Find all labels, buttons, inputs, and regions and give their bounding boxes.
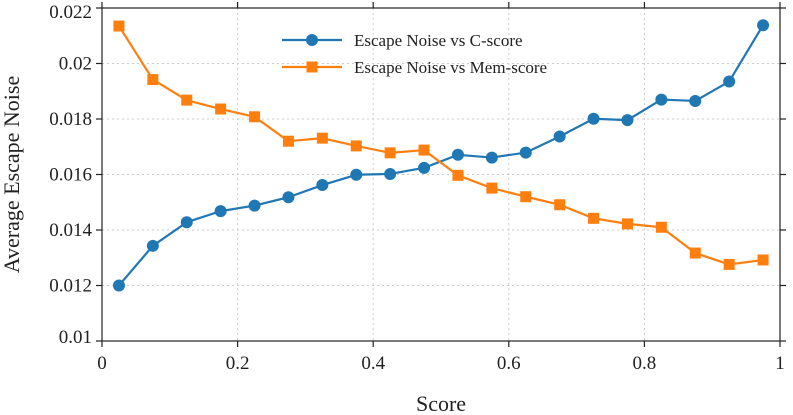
- data-point: [689, 247, 701, 259]
- data-point: [146, 239, 159, 252]
- data-point: [757, 254, 769, 266]
- legend-marker: [306, 61, 318, 73]
- data-point: [181, 94, 193, 106]
- data-point: [757, 19, 770, 32]
- data-point: [723, 75, 736, 88]
- data-point: [113, 20, 125, 32]
- y-tick-label: 0.018: [49, 109, 92, 130]
- y-tick-label: 0.014: [49, 220, 92, 241]
- legend-marker: [306, 34, 318, 46]
- y-axis-title: Average Escape Noise: [0, 76, 24, 274]
- data-point: [588, 212, 600, 224]
- x-tick-label: 1: [775, 353, 785, 374]
- legend-item: Escape Noise vs C-score: [282, 31, 523, 50]
- y-tick-label: 0.012: [49, 276, 92, 297]
- x-tick-label: 0.6: [497, 353, 521, 374]
- legend-label: Escape Noise vs C-score: [354, 31, 523, 50]
- data-point: [621, 114, 634, 127]
- data-point: [350, 168, 363, 181]
- x-tick-label: 0: [97, 353, 107, 374]
- series-group: [112, 19, 770, 292]
- y-tick-label: 0.022: [49, 2, 92, 23]
- legend: Escape Noise vs C-score Escape Noise vs M…: [282, 31, 547, 77]
- data-point: [655, 93, 668, 106]
- data-point: [215, 103, 227, 115]
- data-point: [112, 279, 125, 292]
- series-2: [113, 20, 769, 270]
- data-point: [316, 132, 328, 144]
- y-tick-label: 0.01: [59, 327, 92, 348]
- x-tick-label: 0.4: [361, 353, 385, 374]
- data-point: [519, 146, 532, 159]
- data-point: [418, 144, 430, 156]
- data-point: [384, 147, 396, 159]
- data-point: [248, 199, 261, 212]
- data-point: [486, 182, 498, 194]
- data-point: [180, 216, 193, 229]
- y-tick-label: 0.02: [59, 54, 92, 75]
- legend-label: Escape Noise vs Mem-score: [354, 58, 547, 77]
- series-line: [118, 25, 764, 266]
- legend-item: Escape Noise vs Mem-score: [282, 58, 547, 77]
- data-point: [418, 161, 431, 174]
- data-point: [282, 135, 294, 147]
- ticks: 0 0.2 0.4 0.6 0.8 1 0.01 0.012 0.014 0.016 0.018 0.…: [49, 2, 786, 374]
- data-point: [214, 205, 227, 218]
- data-point: [147, 74, 159, 86]
- data-point: [621, 218, 633, 230]
- y-tick-label: 0.016: [49, 165, 92, 186]
- data-point: [587, 112, 600, 125]
- x-tick-label: 0.8: [633, 353, 657, 374]
- data-point: [452, 169, 464, 181]
- data-point: [316, 179, 329, 192]
- data-point: [553, 130, 566, 143]
- series-1: [112, 19, 770, 292]
- x-tick-label: 0.2: [226, 353, 250, 374]
- data-point: [350, 140, 362, 152]
- data-point: [689, 94, 702, 107]
- data-point: [485, 151, 498, 164]
- data-point: [384, 167, 397, 180]
- data-point: [451, 148, 464, 161]
- data-point: [655, 221, 667, 233]
- x-axis-title: Score: [416, 391, 466, 415]
- data-point: [282, 191, 295, 204]
- data-point: [520, 191, 532, 203]
- data-point: [249, 111, 261, 123]
- data-point: [554, 199, 566, 211]
- data-point: [723, 258, 735, 270]
